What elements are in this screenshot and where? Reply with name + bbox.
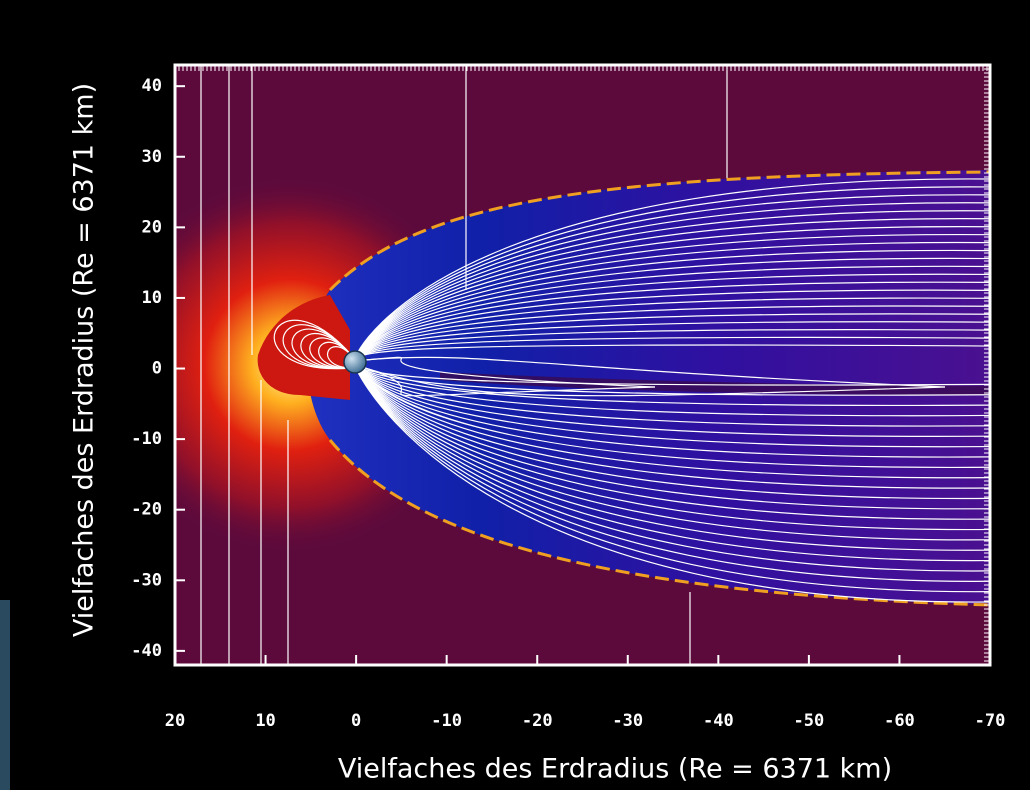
- x-tick-label: -60: [884, 711, 915, 731]
- plot-area: [175, 65, 990, 665]
- x-tick-label: 20: [165, 711, 185, 731]
- y-tick-label: -20: [131, 500, 162, 520]
- y-tick-label: 10: [142, 288, 162, 308]
- y-tick-label: -10: [131, 429, 162, 449]
- y-tick-label: 40: [142, 76, 162, 96]
- x-tick-label: -70: [975, 711, 1006, 731]
- y-tick-label: 0: [152, 359, 162, 379]
- x-tick-label: -20: [522, 711, 553, 731]
- x-tick-label: -50: [794, 711, 825, 731]
- y-tick-label: -30: [131, 570, 162, 590]
- y-tick-label: 20: [142, 217, 162, 237]
- earth: [344, 351, 366, 373]
- x-tick-label: -40: [703, 711, 734, 731]
- y-tick-label: -40: [131, 641, 162, 661]
- decor-strip: [0, 600, 10, 790]
- x-tick-label: -30: [612, 711, 643, 731]
- y-tick-label: 30: [142, 147, 162, 167]
- x-axis-label: Vielfaches des Erdradius (Re = 6371 km): [338, 754, 892, 785]
- x-tick-label: -10: [431, 711, 462, 731]
- x-tick-label: 10: [255, 711, 275, 731]
- x-tick-label: 0: [351, 711, 361, 731]
- chart: 20 10 0 -10 -20 -30 -40 -50 -60 -70 40 30 20 10 0 -10 -2…: [0, 0, 1030, 790]
- y-axis-label: Vielfaches des Erdradius (Re = 6371 km): [69, 83, 100, 637]
